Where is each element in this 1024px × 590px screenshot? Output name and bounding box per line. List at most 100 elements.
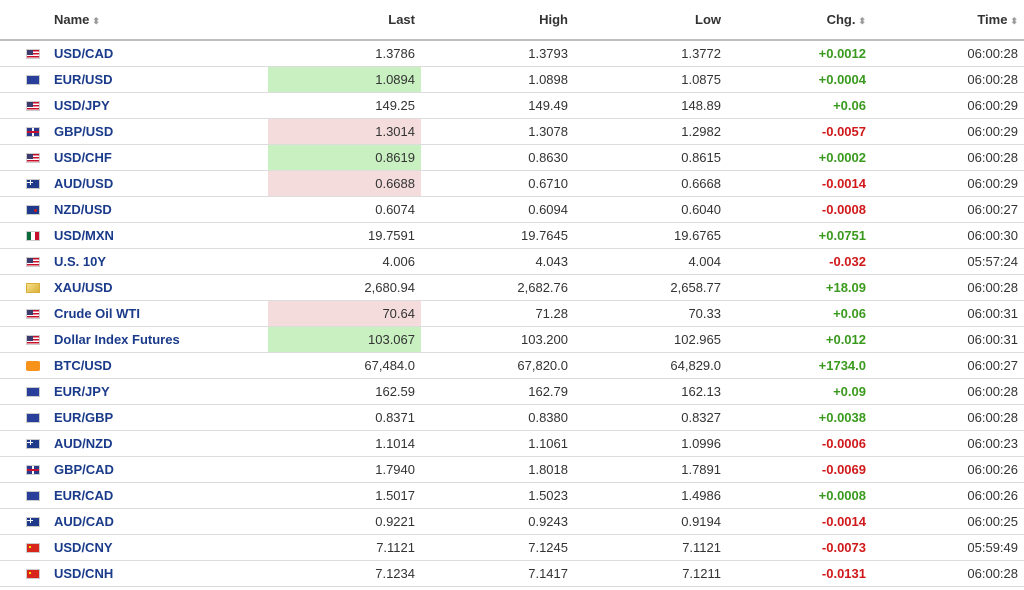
- change-cell: +0.0002: [727, 144, 872, 171]
- eu-flag-icon: [26, 386, 40, 397]
- table-row[interactable]: Crude Oil WTI 70.64 71.28 70.33 +0.06 06:00:3…: [0, 300, 1024, 327]
- low-cell: 64,829.0: [574, 352, 727, 379]
- us-flag-icon: [26, 48, 40, 59]
- low-cell: 4.004: [574, 248, 727, 275]
- high-cell: 103.200: [421, 326, 574, 353]
- instrument-link[interactable]: USD/CHF: [54, 150, 112, 165]
- high-cell: 1.5023: [421, 482, 574, 509]
- instrument-link[interactable]: AUD/CAD: [54, 514, 114, 529]
- instrument-link[interactable]: USD/MXN: [54, 228, 114, 243]
- time-cell: 06:00:29: [872, 118, 1024, 145]
- last-cell: 1.3014: [268, 118, 421, 145]
- change-cell: +0.06: [727, 300, 872, 327]
- table-row[interactable]: U.S. 10Y 4.006 4.043 4.004 -0.032 05:57:24: [0, 248, 1024, 275]
- table-row[interactable]: XAU/USD 2,680.94 2,682.76 2,658.77 +18.09 06:…: [0, 274, 1024, 301]
- low-cell: 0.6668: [574, 170, 727, 197]
- column-header-last: Last: [268, 0, 421, 41]
- high-cell: 0.6710: [421, 170, 574, 197]
- time-cell: 06:00:28: [872, 404, 1024, 431]
- instrument-link[interactable]: Dollar Index Futures: [54, 332, 180, 347]
- time-cell: 06:00:29: [872, 170, 1024, 197]
- change-cell: +18.09: [727, 274, 872, 301]
- table-row[interactable]: EUR/CAD 1.5017 1.5023 1.4986 +0.0008 06:00:26: [0, 482, 1024, 509]
- column-header-name[interactable]: Name ⬍: [0, 0, 268, 41]
- last-cell: 0.6074: [268, 196, 421, 223]
- table-row[interactable]: EUR/JPY 162.59 162.79 162.13 +0.09 06:00:28: [0, 378, 1024, 405]
- last-cell: 1.1014: [268, 430, 421, 457]
- table-row[interactable]: Dollar Index Futures 103.067 103.200 102.96…: [0, 326, 1024, 353]
- table-row[interactable]: USD/CAD 1.3786 1.3793 1.3772 +0.0012 06:00:28: [0, 40, 1024, 67]
- table-row[interactable]: NZD/USD 0.6074 0.6094 0.6040 -0.0008 06:00:27: [0, 196, 1024, 223]
- us-flag-icon: [26, 100, 40, 111]
- change-cell: +0.0751: [727, 222, 872, 249]
- us-flag-icon: [26, 256, 40, 267]
- table-row[interactable]: USD/JPY 149.25 149.49 148.89 +0.06 06:00:29: [0, 92, 1024, 119]
- low-cell: 1.2982: [574, 118, 727, 145]
- instrument-link[interactable]: BTC/USD: [54, 358, 112, 373]
- table-row[interactable]: AUD/USD 0.6688 0.6710 0.6668 -0.0014 06:00:29: [0, 170, 1024, 197]
- instrument-link[interactable]: USD/CNY: [54, 540, 113, 555]
- high-cell: 0.6094: [421, 196, 574, 223]
- bitcoin-icon: [26, 360, 40, 371]
- time-cell: 06:00:30: [872, 222, 1024, 249]
- instrument-link[interactable]: Crude Oil WTI: [54, 306, 140, 321]
- table-row[interactable]: USD/MXN 19.7591 19.7645 19.6765 +0.0751 06:00…: [0, 222, 1024, 249]
- last-cell: 149.25: [268, 92, 421, 119]
- instrument-link[interactable]: USD/CAD: [54, 46, 114, 61]
- change-cell: -0.032: [727, 248, 872, 275]
- high-cell: 4.043: [421, 248, 574, 275]
- us-flag-icon: [26, 334, 40, 345]
- instrument-link[interactable]: USD/CNH: [54, 566, 114, 581]
- table-row[interactable]: USD/CNH 7.1234 7.1417 7.1211 -0.0131 06:00:28: [0, 560, 1024, 587]
- change-cell: -0.0057: [727, 118, 872, 145]
- instrument-link[interactable]: AUD/NZD: [54, 436, 113, 451]
- instrument-link[interactable]: AUD/USD: [54, 176, 114, 191]
- low-cell: 1.7891: [574, 456, 727, 483]
- us-flag-icon: [26, 308, 40, 319]
- table-row[interactable]: BTC/USD 67,484.0 67,820.0 64,829.0 +1734.0 06…: [0, 352, 1024, 379]
- last-cell: 70.64: [268, 300, 421, 327]
- change-cell: +0.0004: [727, 66, 872, 93]
- instrument-link[interactable]: USD/JPY: [54, 98, 110, 113]
- instrument-link[interactable]: GBP/CAD: [54, 462, 114, 477]
- instrument-link[interactable]: EUR/JPY: [54, 384, 110, 399]
- instrument-link[interactable]: EUR/CAD: [54, 488, 114, 503]
- instrument-link[interactable]: GBP/USD: [54, 124, 114, 139]
- table-row[interactable]: USD/CHF 0.8619 0.8630 0.8615 +0.0002 06:00:28: [0, 144, 1024, 171]
- last-cell: 1.0894: [268, 66, 421, 93]
- gb-flag-icon: [26, 464, 40, 475]
- table-row[interactable]: USD/CNY 7.1121 7.1245 7.1121 -0.0073 05:59:49: [0, 534, 1024, 561]
- nz-flag-icon: [26, 204, 40, 215]
- change-cell: -0.0014: [727, 508, 872, 535]
- low-cell: 162.13: [574, 378, 727, 405]
- low-cell: 70.33: [574, 300, 727, 327]
- table-row[interactable]: GBP/USD 1.3014 1.3078 1.2982 -0.0057 06:00:29: [0, 118, 1024, 145]
- last-cell: 1.5017: [268, 482, 421, 509]
- low-cell: 7.1121: [574, 534, 727, 561]
- table-row[interactable]: AUD/NZD 1.1014 1.1061 1.0996 -0.0006 06:00:23: [0, 430, 1024, 457]
- low-cell: 0.8615: [574, 144, 727, 171]
- high-cell: 1.3078: [421, 118, 574, 145]
- low-cell: 0.6040: [574, 196, 727, 223]
- last-cell: 7.1121: [268, 534, 421, 561]
- instrument-link[interactable]: NZD/USD: [54, 202, 112, 217]
- table-row[interactable]: AUD/CAD 0.9221 0.9243 0.9194 -0.0014 06:00:25: [0, 508, 1024, 535]
- time-cell: 06:00:28: [872, 66, 1024, 93]
- instrument-link[interactable]: XAU/USD: [54, 280, 113, 295]
- time-cell: 06:00:28: [872, 560, 1024, 587]
- change-cell: +0.0038: [727, 404, 872, 431]
- column-header-low: Low: [574, 0, 727, 41]
- table-row[interactable]: GBP/CAD 1.7940 1.8018 1.7891 -0.0069 06:00:26: [0, 456, 1024, 483]
- change-cell: -0.0008: [727, 196, 872, 223]
- column-header-chg[interactable]: Chg. ⬍: [727, 0, 872, 41]
- high-cell: 149.49: [421, 92, 574, 119]
- instrument-link[interactable]: U.S. 10Y: [54, 254, 107, 269]
- table-row[interactable]: EUR/GBP 0.8371 0.8380 0.8327 +0.0038 06:00:28: [0, 404, 1024, 431]
- table-row[interactable]: EUR/USD 1.0894 1.0898 1.0875 +0.0004 06:00:28: [0, 66, 1024, 93]
- low-cell: 1.4986: [574, 482, 727, 509]
- high-cell: 0.8630: [421, 144, 574, 171]
- instrument-link[interactable]: EUR/GBP: [54, 410, 114, 425]
- instrument-link[interactable]: EUR/USD: [54, 72, 113, 87]
- last-cell: 0.8619: [268, 144, 421, 171]
- column-header-time[interactable]: Time ⬍: [872, 0, 1024, 41]
